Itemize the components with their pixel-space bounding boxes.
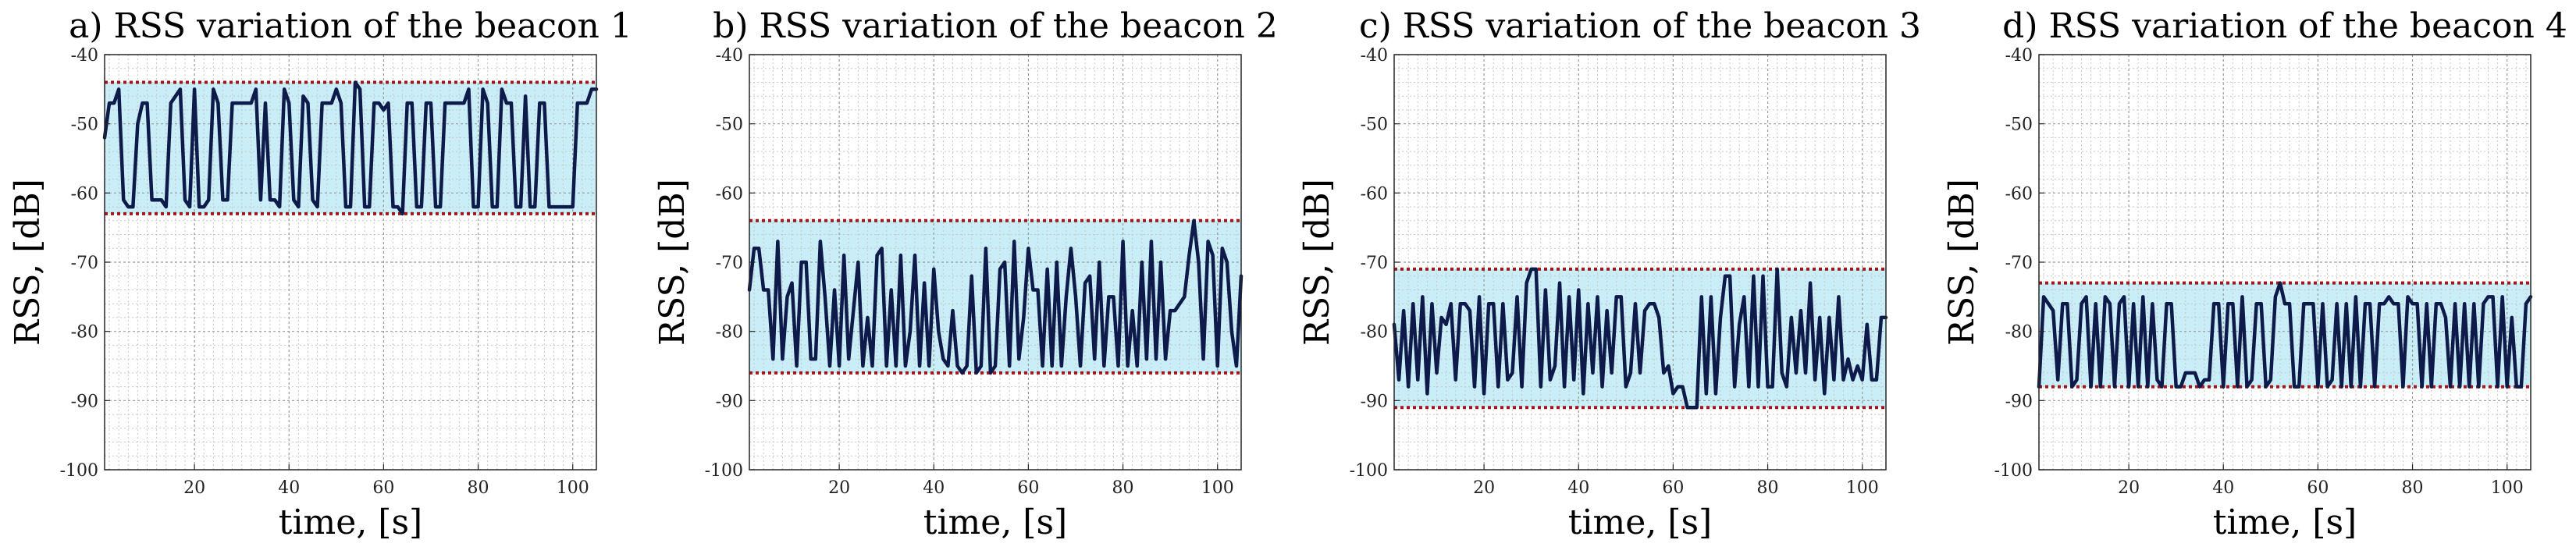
chart-title: d) RSS variation of the beacon 4 (2002, 6, 2567, 46)
y-tick-label: -80 (1361, 323, 1388, 343)
y-tick-label: -50 (1361, 115, 1388, 135)
x-axis-label: time, [s] (923, 503, 1067, 542)
y-tick-label: -50 (71, 115, 98, 135)
grid (105, 55, 596, 470)
y-tick-label: -60 (1361, 184, 1388, 204)
x-tick-label: 40 (1567, 478, 1589, 498)
x-tick-label: 100 (1846, 478, 1879, 498)
y-tick-label: -60 (716, 184, 743, 204)
y-tick-label: -90 (2005, 392, 2033, 411)
x-axis-label: time, [s] (1568, 503, 1712, 542)
y-tick-label: -90 (1361, 392, 1388, 411)
chart-panel-c: 20 40 60 80 100 -40 -50 -60 -70 -80 -90 -100 time, [… (1297, 6, 1921, 542)
y-tick-label: -60 (2005, 184, 2033, 204)
x-tick-label: 60 (372, 478, 394, 498)
y-tick-label: -80 (71, 323, 98, 343)
y-tick-label: -60 (71, 184, 98, 204)
chart-title: a) RSS variation of the beacon 1 (69, 6, 632, 46)
y-axis-label: RSS, [dB] (1942, 179, 1982, 346)
y-axis-label: RSS, [dB] (653, 179, 692, 346)
y-tick-label: -80 (2005, 323, 2033, 343)
chart-panel-a: 20 40 60 80 100 -40 -50 -60 -70 -80 -90 -100 time, [… (8, 6, 632, 542)
y-tick-label: -40 (716, 46, 743, 66)
x-tick-label: 40 (923, 478, 945, 498)
y-tick-label: -100 (1350, 461, 1388, 481)
y-tick-label: -40 (2005, 46, 2033, 66)
x-tick-label: 60 (2307, 478, 2329, 498)
y-tick-label: -100 (705, 461, 743, 481)
x-tick-label: 60 (1017, 478, 1039, 498)
y-axis-label: RSS, [dB] (8, 179, 48, 346)
x-tick-label: 60 (1662, 478, 1684, 498)
x-tick-label: 80 (1112, 478, 1134, 498)
chart-title: c) RSS variation of the beacon 3 (1359, 6, 1921, 46)
x-tick-label: 40 (2212, 478, 2234, 498)
y-tick-label: -50 (2005, 115, 2033, 135)
rss-series-line (747, 218, 1244, 375)
x-tick-label: 20 (1473, 478, 1495, 498)
y-tick-label: -70 (716, 254, 743, 273)
y-tick-label: -40 (71, 46, 98, 66)
y-tick-label: -70 (2005, 254, 2033, 273)
x-tick-label: 80 (2402, 478, 2424, 498)
y-tick-label: -90 (71, 392, 98, 411)
y-tick-label: -70 (71, 254, 98, 273)
y-axis-label: RSS, [dB] (1297, 179, 1337, 346)
chart-panel-b: 20 40 60 80 100 -40 -50 -60 -70 -80 -90 -100 time, [… (653, 6, 1278, 542)
y-tick-label: -80 (716, 323, 743, 343)
y-tick-label: -50 (716, 115, 743, 135)
x-tick-label: 100 (1201, 478, 1234, 498)
chart-title: b) RSS variation of the beacon 2 (713, 6, 1278, 46)
grid (2039, 55, 2531, 470)
y-tick-label: -90 (716, 392, 743, 411)
chart-panel-d: 20 40 60 80 100 -40 -50 -60 -70 -80 -90 -100 time, [… (1942, 6, 2567, 542)
x-tick-label: 40 (278, 478, 300, 498)
y-tick-label: -70 (1361, 254, 1388, 273)
x-tick-label: 100 (2491, 478, 2524, 498)
x-tick-label: 100 (557, 478, 589, 498)
rss-series-line (1392, 267, 1888, 410)
y-tick-label: -100 (60, 461, 98, 481)
x-tick-label: 20 (828, 478, 850, 498)
x-axis-label: time, [s] (279, 503, 422, 542)
x-tick-label: 20 (183, 478, 205, 498)
rss-series-line (102, 80, 599, 216)
x-tick-label: 80 (468, 478, 489, 498)
y-tick-label: -100 (1994, 461, 2033, 481)
x-axis-label: time, [s] (2213, 503, 2357, 542)
x-tick-label: 80 (1757, 478, 1779, 498)
x-tick-label: 20 (2118, 478, 2140, 498)
y-tick-label: -40 (1361, 46, 1388, 66)
rss-series-line (2037, 281, 2533, 389)
